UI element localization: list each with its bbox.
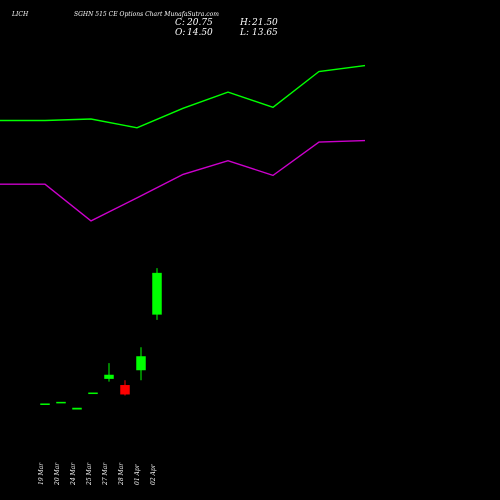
lower-indicator-line	[0, 139, 366, 222]
chart-title: SGHN 515 CE Options Chart MunafaSutra.co…	[74, 11, 219, 18]
x-tick-label: 01 Apr	[134, 463, 141, 485]
upper-indicator-line	[0, 64, 366, 129]
candle-body	[120, 385, 130, 395]
x-tick-label: 19 Mar	[38, 462, 45, 485]
candle-body	[56, 401, 66, 404]
x-tick-label: 02 Apr	[150, 463, 157, 485]
candle-body	[40, 403, 50, 405]
low-value: 13.65	[252, 28, 278, 38]
open-label: O:	[175, 28, 186, 38]
candle-body	[104, 374, 114, 379]
candle-body	[72, 407, 82, 410]
x-tick-label: 27 Mar	[102, 462, 109, 486]
x-tick-label: 25 Mar	[86, 462, 93, 486]
close-label: C:	[175, 18, 185, 28]
candle-body	[152, 272, 162, 315]
candle-body	[136, 356, 146, 371]
low-label: L:	[240, 28, 250, 38]
x-tick-label: 20 Mar	[54, 462, 61, 486]
high-value: 21.50	[252, 18, 278, 28]
candle-body	[88, 392, 98, 395]
close-value: 20.75	[187, 18, 213, 28]
high-label: H:	[240, 18, 251, 28]
chart-symbol: LICH	[12, 11, 29, 18]
open-value: 14.50	[187, 28, 213, 38]
x-tick-label: 24 Mar	[70, 462, 77, 486]
x-tick-label: 28 Mar	[118, 462, 125, 486]
